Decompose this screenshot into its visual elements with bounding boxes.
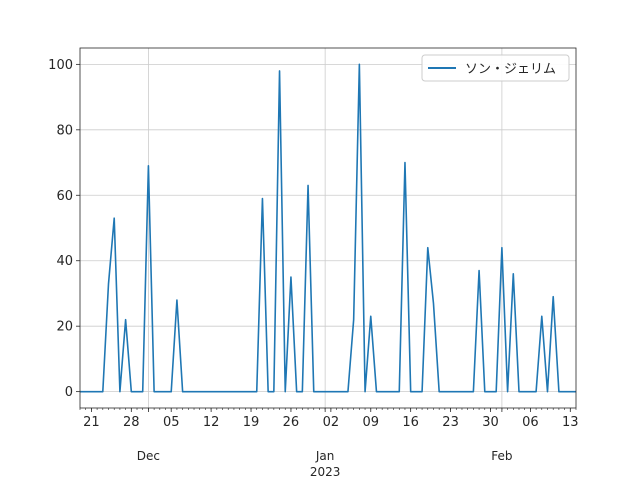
x-tick-label: 16: [402, 415, 419, 430]
x-tick-label: 19: [243, 415, 260, 430]
x-month-label: Dec: [137, 449, 160, 463]
x-tick-label: 02: [323, 415, 340, 430]
x-tick-label: 21: [83, 415, 100, 430]
series-layer: [80, 63, 576, 393]
x-tick-label: 28: [123, 415, 140, 430]
x-tick-label: 13: [562, 415, 579, 430]
legend-entry-label: ソン・ジェリム: [465, 62, 556, 77]
y-tick-label: 100: [48, 58, 73, 73]
x-tick-label: 12: [203, 415, 220, 430]
x-tick-label: 23: [442, 415, 459, 430]
x-tick-label: 30: [482, 415, 499, 430]
y-tick-label: 80: [56, 123, 73, 138]
x-tick-label: 09: [362, 415, 379, 430]
y-tick-label: 20: [56, 320, 73, 335]
x-month-label: Feb: [491, 449, 512, 463]
axes: 0 20 40 60 80 100 21 28 05 12 19 26 02 09 16 23 30 06 13 De…: [48, 47, 579, 479]
legend-frame: [421, 54, 570, 82]
x-tick-label: 06: [522, 415, 539, 430]
plot-frame: [79, 47, 577, 409]
y-tick-label: 60: [56, 189, 73, 204]
series-line: [80, 63, 576, 393]
y-tick-label: 0: [65, 385, 73, 400]
x-month-label: Jan: [315, 449, 335, 463]
y-tick-label: 40: [56, 254, 73, 269]
x-tick-label: 26: [283, 415, 300, 430]
x-year-label: 2023: [310, 465, 341, 479]
legend: ソン・ジェリム: [421, 54, 570, 82]
x-tick-label: 05: [163, 415, 180, 430]
